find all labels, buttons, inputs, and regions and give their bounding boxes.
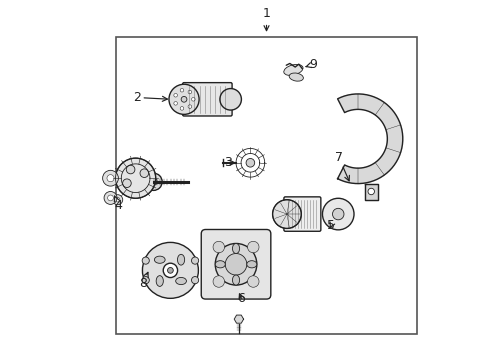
Polygon shape <box>234 315 244 323</box>
Text: 5: 5 <box>327 219 335 233</box>
Circle shape <box>104 192 117 204</box>
Circle shape <box>188 90 192 94</box>
FancyBboxPatch shape <box>183 83 232 116</box>
Circle shape <box>192 257 198 264</box>
Circle shape <box>333 208 344 220</box>
Text: 8: 8 <box>139 272 148 291</box>
Circle shape <box>168 267 173 273</box>
Circle shape <box>247 276 259 287</box>
Circle shape <box>368 188 374 195</box>
Ellipse shape <box>156 276 163 287</box>
Circle shape <box>180 107 184 110</box>
Circle shape <box>116 158 156 198</box>
Circle shape <box>145 173 162 190</box>
Circle shape <box>108 195 113 201</box>
FancyBboxPatch shape <box>284 197 321 231</box>
Circle shape <box>246 158 255 167</box>
Circle shape <box>225 253 247 275</box>
Text: 9: 9 <box>306 58 317 71</box>
Circle shape <box>107 175 114 182</box>
Circle shape <box>180 89 184 92</box>
Ellipse shape <box>284 64 303 75</box>
Circle shape <box>247 241 259 253</box>
Ellipse shape <box>215 261 225 268</box>
Text: 7: 7 <box>335 151 349 181</box>
Circle shape <box>192 98 195 101</box>
Ellipse shape <box>154 256 165 263</box>
Ellipse shape <box>232 275 240 285</box>
Circle shape <box>126 165 135 174</box>
Circle shape <box>174 102 177 105</box>
Circle shape <box>142 276 149 284</box>
Circle shape <box>116 198 120 202</box>
Circle shape <box>215 243 257 285</box>
Circle shape <box>150 178 157 185</box>
Polygon shape <box>338 94 403 184</box>
Circle shape <box>113 195 122 205</box>
Circle shape <box>174 94 177 97</box>
Bar <box>116 37 417 334</box>
Circle shape <box>188 105 192 108</box>
Ellipse shape <box>232 243 240 253</box>
Circle shape <box>163 263 177 278</box>
Circle shape <box>220 89 242 110</box>
Text: 2: 2 <box>133 91 168 104</box>
Ellipse shape <box>177 255 185 265</box>
FancyBboxPatch shape <box>201 229 271 299</box>
Circle shape <box>322 198 354 230</box>
Circle shape <box>272 200 301 228</box>
Text: 3: 3 <box>224 156 235 169</box>
Circle shape <box>192 276 198 284</box>
Circle shape <box>122 179 131 188</box>
Text: 6: 6 <box>238 292 245 305</box>
Circle shape <box>142 257 149 264</box>
Circle shape <box>181 96 187 102</box>
Circle shape <box>213 276 224 287</box>
Circle shape <box>102 170 119 186</box>
Circle shape <box>213 241 224 253</box>
Polygon shape <box>365 184 378 200</box>
Circle shape <box>169 84 199 114</box>
Circle shape <box>140 169 148 177</box>
Circle shape <box>143 242 198 298</box>
Text: 4: 4 <box>114 196 122 212</box>
Ellipse shape <box>176 278 186 285</box>
Text: 1: 1 <box>263 7 270 31</box>
Ellipse shape <box>289 73 303 81</box>
Ellipse shape <box>247 261 257 268</box>
